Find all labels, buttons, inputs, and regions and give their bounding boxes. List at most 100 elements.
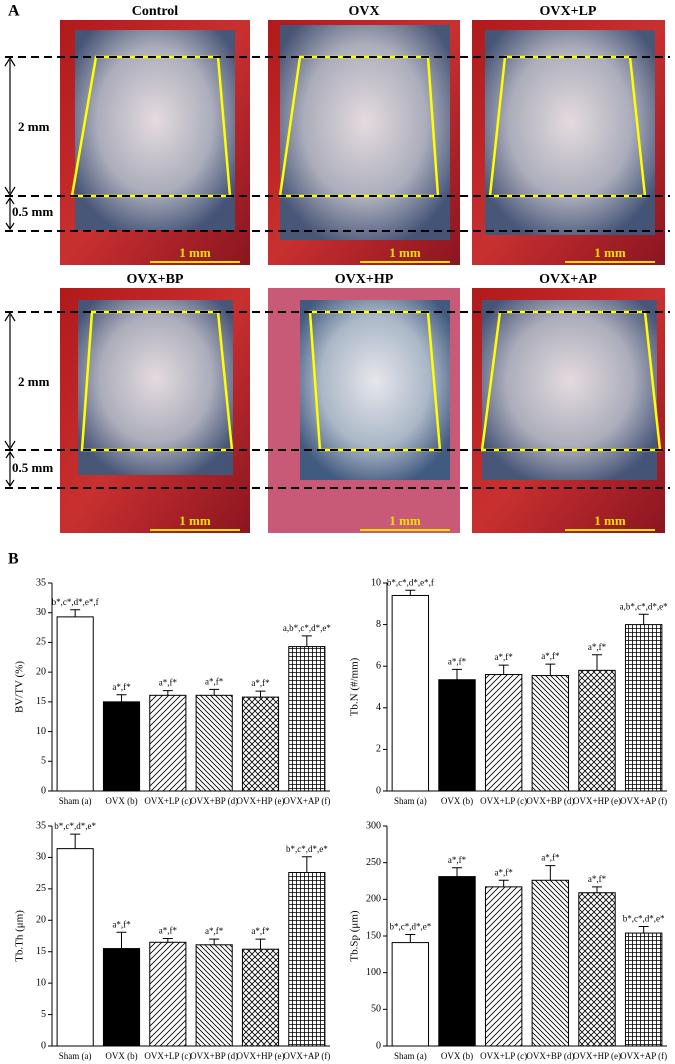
error-bar [209, 938, 220, 945]
scale-label: 1 mm [594, 513, 626, 528]
x-tick-label: OVX+LP (c) [480, 796, 527, 806]
value-label: b*,c*,d*,e* [389, 922, 431, 932]
value-label: a*,f* [588, 874, 607, 884]
y-tick-label: 25 [36, 637, 46, 648]
scale-label: 1 mm [389, 513, 421, 528]
error-bar [301, 635, 312, 647]
image-title: OVX [348, 4, 379, 19]
bar [531, 879, 570, 1047]
region-label: 2 mm [18, 374, 50, 389]
value-label: a,b*,c*,d*,e* [283, 623, 331, 633]
bar [56, 848, 94, 1047]
value-label: a*,f* [495, 652, 514, 662]
image-marrow [300, 300, 450, 480]
x-tick-label: OVX (b) [105, 796, 137, 806]
error-bar [592, 654, 602, 671]
error-bar [638, 925, 649, 934]
bar [484, 886, 523, 1047]
value-label: a*,f* [205, 926, 224, 936]
bar [391, 942, 430, 1047]
value-label: b*,c*,d*,e* [54, 821, 96, 831]
image-title: OVX+HP [335, 272, 394, 287]
bar [391, 594, 430, 792]
region-label: 0.5 mm [12, 204, 53, 219]
x-tick-label: OVX+LP (c) [144, 796, 191, 806]
error-bar [70, 833, 81, 849]
bar [102, 948, 141, 1047]
x-tick-label: OVX (b) [441, 1051, 473, 1061]
value-label: a*,f* [112, 682, 131, 692]
histology-row-2 [60, 288, 665, 533]
y-tick-label: 30 [36, 852, 46, 863]
value-label: b*,c*,d*,e* [286, 844, 328, 854]
x-tick-label: Sham (a) [59, 1051, 92, 1061]
error-bar [498, 879, 509, 887]
value-label: a*,f* [448, 656, 467, 666]
y-axis-title: Tb.N (#/mm) [349, 657, 361, 716]
bar [531, 675, 570, 792]
bar [624, 624, 663, 792]
y-tick-label: 30 [36, 607, 46, 618]
value-label: a*,f* [112, 919, 131, 929]
y-tick-label: 35 [36, 820, 46, 831]
error-bar [70, 609, 81, 617]
y-tick-label: 100 [366, 967, 381, 978]
y-tick-label: 6 [376, 660, 381, 671]
image-title: OVX+BP [127, 272, 184, 287]
bar [438, 876, 476, 1047]
x-tick-label: OVX+LP (c) [144, 1051, 191, 1061]
scale-bars [150, 261, 655, 531]
y-tick-label: 0 [41, 785, 46, 796]
value-label: a*,f* [251, 926, 270, 936]
image-marrow [482, 300, 657, 480]
error-bar [592, 886, 602, 893]
x-tick-label: OVX+AP (f) [283, 796, 330, 806]
y-tick-label: 20 [36, 666, 46, 677]
y-tick-label: 0 [376, 1040, 381, 1051]
y-tick-label: 10 [371, 577, 381, 588]
y-tick-label: 10 [36, 977, 46, 988]
value-label: a*,f* [159, 678, 178, 688]
y-tick-label: 8 [376, 619, 381, 630]
x-tick-label: OVX+AP (f) [620, 796, 667, 806]
bar [241, 948, 280, 1047]
bar [195, 694, 233, 792]
value-label: b*,c*,d*,e*,f [387, 577, 434, 587]
scale-label: 1 mm [389, 245, 421, 260]
x-tick-label: Sham (a) [59, 796, 92, 806]
image-title: OVX+LP [540, 4, 597, 19]
bar [195, 944, 233, 1047]
region-label: 0.5 mm [12, 460, 53, 475]
y-tick-label: 200 [366, 894, 381, 905]
bar [288, 646, 326, 792]
y-axis-title: Tb.Sp (μm) [349, 910, 361, 961]
x-tick-label: OVX+AP (f) [620, 1051, 667, 1061]
panel-label: A [8, 3, 20, 20]
y-tick-label: 0 [41, 1040, 46, 1051]
value-label: a*,f* [495, 867, 514, 877]
image-marrow [485, 30, 655, 235]
image-marrow [78, 300, 233, 475]
error-bar [116, 694, 127, 702]
error-bar [545, 663, 556, 676]
error-bar [209, 688, 220, 696]
bar [578, 892, 616, 1047]
error-bar [255, 690, 266, 698]
region-label: 2 mm [18, 119, 50, 134]
value-label: a*,f* [588, 642, 607, 652]
image-title: OVX+AP [539, 272, 597, 287]
value-label: b*,c*,d*,e* [623, 914, 665, 924]
bar [624, 932, 663, 1047]
x-tick-label: OVX+AP (f) [283, 1051, 330, 1061]
bar [578, 669, 616, 792]
x-tick-label: Sham (a) [394, 796, 427, 806]
value-label: a,b*,c*,d*,e* [620, 601, 668, 611]
image-title: Control [132, 4, 179, 19]
x-tick-label: OVX+BP (d) [190, 1051, 238, 1061]
region-guides [4, 56, 670, 489]
y-tick-label: 2 [376, 744, 381, 755]
value-label: a*,f* [205, 676, 224, 686]
bar [438, 679, 476, 792]
error-bar [162, 690, 173, 696]
